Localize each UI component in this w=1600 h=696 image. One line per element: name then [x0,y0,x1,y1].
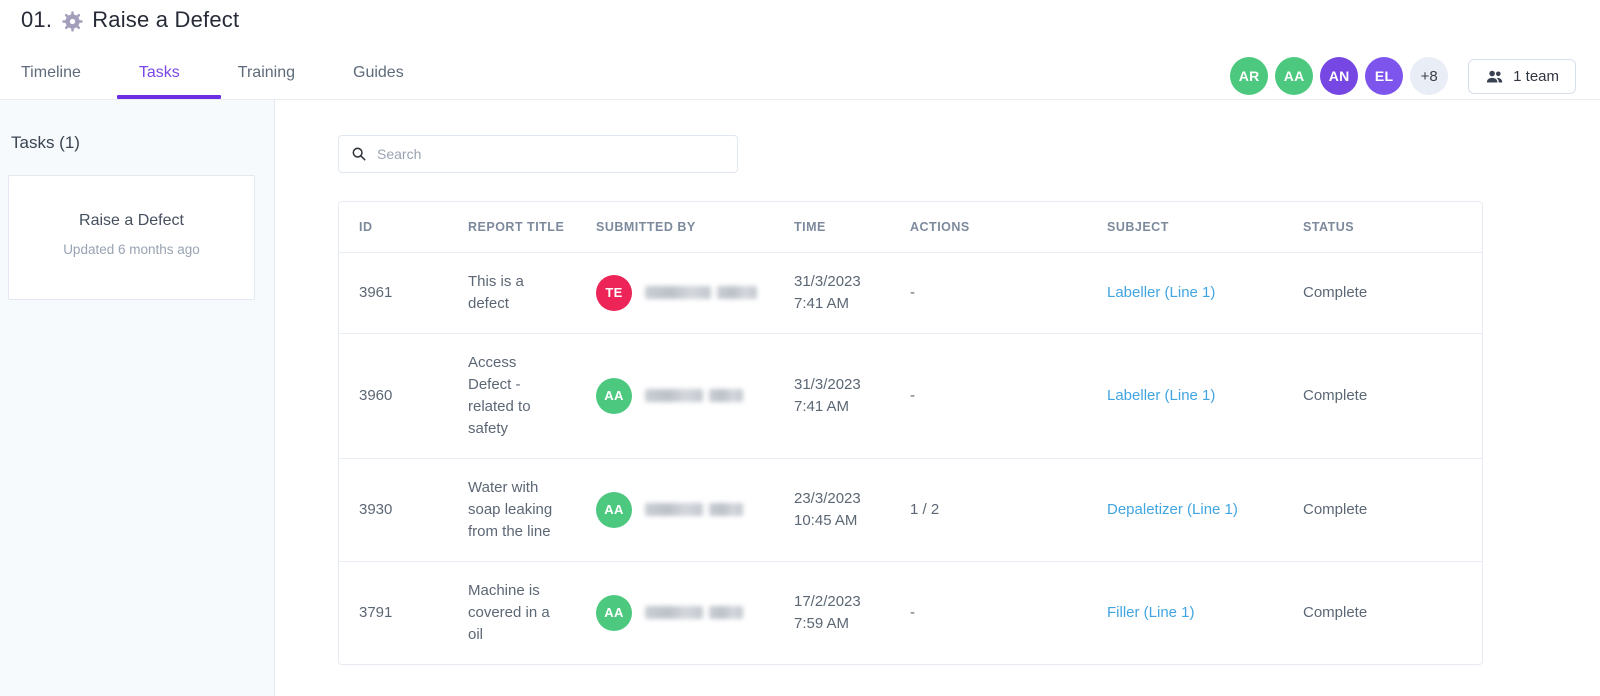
cell-submitted-by: AA [596,594,774,631]
table-row[interactable]: 3930 Water with soap leaking from the li… [339,457,1482,561]
search-input[interactable] [377,146,725,162]
cell-status: Complete [1303,283,1368,301]
cell-actions: - [890,332,1087,458]
tasks-table: ID REPORT TITLE SUBMITTED BY TIME ACTION… [338,201,1483,665]
submitter-avatar: AA [596,594,632,631]
team-button-label: 1 team [1513,67,1559,85]
cell-submitted-by: AA [596,491,774,528]
cell-report-title: This is a defect [468,272,524,312]
search-icon [351,146,367,162]
col-report-title: REPORT TITLE [448,202,576,253]
cell-report-title: Access Defect - related to safety [468,353,531,437]
col-submitted-by: SUBMITTED BY [576,202,774,253]
search-box [338,135,738,173]
people-icon [1485,67,1504,86]
header-right: AR AA AN EL +8 1 team [1223,57,1576,95]
subject-link[interactable]: Depaletizer (Line 1) [1107,500,1238,518]
tab-bar: Timeline Tasks Training Guides [21,64,462,99]
col-status: STATUS [1283,202,1482,253]
cell-status: Complete [1283,332,1482,458]
cell-id: 3961 [359,283,393,301]
team-button[interactable]: 1 team [1468,58,1576,94]
submitter-name-redacted [645,503,743,516]
cell-submitted-by: AA [596,377,774,414]
submitter-name-redacted [645,389,743,402]
task-card-updated: Updated 6 months ago [63,242,200,257]
col-time: TIME [774,202,890,253]
submitter-name-redacted [645,286,757,299]
col-actions: ACTIONS [890,202,1087,253]
col-subject: SUBJECT [1087,202,1283,253]
top-bar: 01. Raise a Defect Timeline Tasks Traini… [0,0,1600,100]
avatar-overflow-badge[interactable]: +8 [1410,57,1449,95]
table-row[interactable]: 3791 Machine is covered in a oil AA 17/2… [339,560,1482,664]
tab-training[interactable]: Training [237,64,295,81]
avatar-ar[interactable]: AR [1230,57,1269,95]
cell-actions: - [890,560,1087,664]
cell-report-title: Water with soap leaking from the line [468,478,553,540]
cell-status: Complete [1283,560,1482,664]
submitter-name-redacted [645,606,743,619]
main-content: ID REPORT TITLE SUBMITTED BY TIME ACTION… [275,100,1600,696]
table-row[interactable]: 3961 This is a defect TE 31/3/2023 7:41 … [339,252,1482,333]
subject-link[interactable]: Labeller (Line 1) [1107,283,1216,301]
tab-guides[interactable]: Guides [353,64,404,81]
submitter-avatar: TE [596,274,632,311]
tasks-sidebar: Tasks (1) Raise a Defect Updated 6 month… [0,100,275,696]
submitter-avatar: AA [596,491,632,528]
page-title-text: Raise a Defect [92,7,240,32]
tab-timeline[interactable]: Timeline [21,64,81,81]
cell-submitted-by: TE [596,274,774,311]
cell-actions: 1 / 2 [890,457,1087,561]
cell-time: 23/3/2023 10:45 AM [774,457,890,561]
cell-actions: - [910,283,915,301]
avatar-el[interactable]: EL [1365,57,1404,95]
cell-time: 31/3/2023 7:41 AM [774,332,890,458]
sidebar-heading: Tasks (1) [11,133,80,152]
tab-tasks[interactable]: Tasks [116,64,221,99]
page-title: 01. Raise a Defect [21,7,239,33]
table-row[interactable]: 3960 Access Defect - related to safety A… [339,332,1482,458]
task-card-raise-a-defect[interactable]: Raise a Defect Updated 6 months ago [8,175,255,300]
cell-status: Complete [1283,457,1482,561]
subject-link[interactable]: Filler (Line 1) [1107,603,1195,621]
cell-time: 31/3/2023 7:41 AM [794,272,861,312]
col-id: ID [339,202,448,253]
cell-id: 3930 [339,457,448,561]
cell-id: 3791 [339,560,448,664]
cell-time: 17/2/2023 7:59 AM [774,560,890,664]
table-header: ID REPORT TITLE SUBMITTED BY TIME ACTION… [339,202,1482,253]
cell-id: 3960 [339,332,448,458]
avatar-aa[interactable]: AA [1275,57,1314,95]
avatar-an[interactable]: AN [1320,57,1359,95]
subject-link[interactable]: Labeller (Line 1) [1107,386,1216,404]
page-index: 01. [21,7,53,32]
cell-report-title: Machine is covered in a oil [468,581,550,643]
gear-icon [61,10,84,33]
task-card-title: Raise a Defect [79,212,184,229]
submitter-avatar: AA [596,377,632,414]
